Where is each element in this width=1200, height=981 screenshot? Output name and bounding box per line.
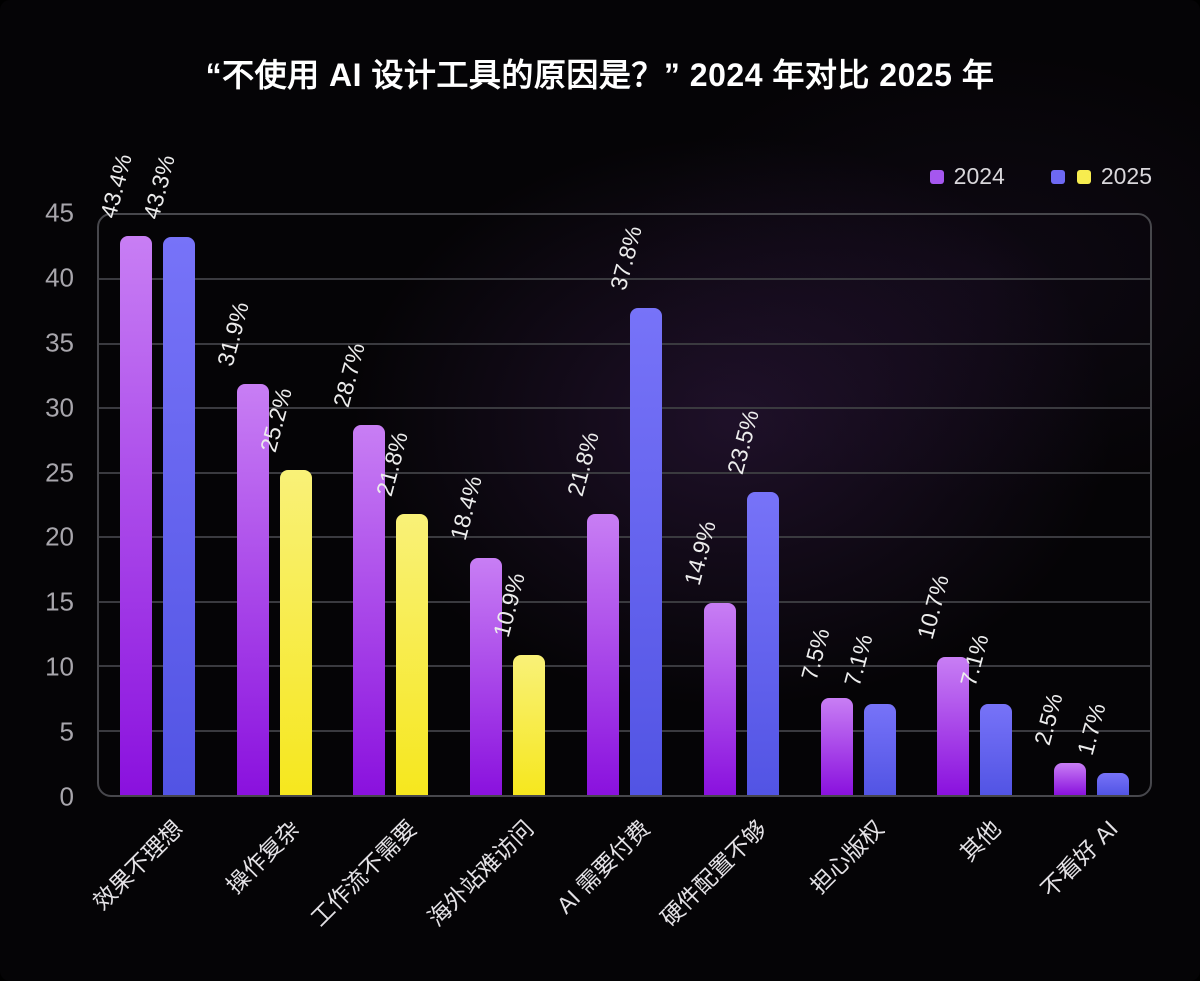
gridline bbox=[99, 665, 1150, 668]
bar-group: 10.7% 7.1% 其他 bbox=[912, 215, 1033, 866]
bar-2024-1: 43.4% bbox=[95, 151, 152, 795]
bar-value-label: 43.4% bbox=[94, 150, 137, 221]
y-axis-tick-label: 0 bbox=[59, 781, 74, 812]
x-axis-category-label: 不看好 AI bbox=[1035, 815, 1123, 903]
bar-value-label: 7.1% bbox=[838, 630, 878, 689]
gridline bbox=[99, 407, 1150, 410]
bar-2024-7: 7.5% bbox=[795, 626, 853, 795]
x-axis-category-label: 担心版权 bbox=[805, 815, 889, 899]
chart-title: “不使用 AI 设计工具的原因是？” 2024 年对比 2025 年 bbox=[205, 57, 995, 93]
bar-group: 18.4% 10.9% 海外站难访问 bbox=[422, 215, 566, 931]
bar-group: 28.7% 21.8% 工作流不需要 bbox=[306, 215, 450, 931]
bar-2024-4: 18.4% bbox=[445, 473, 503, 795]
bar-group: 31.9% 25.2% 操作复杂 bbox=[212, 215, 333, 899]
bar-2025-2: 25.2% bbox=[255, 385, 312, 795]
bar-2024-9: 2.5% bbox=[1029, 690, 1087, 795]
bar-value-label: 21.8% bbox=[561, 429, 604, 499]
bar-2025-3: 21.8% bbox=[371, 429, 429, 795]
plot-area: 43.4% 43.3% 效果不理想 31.9% 25.2% 操作复杂 28.7% 21.8% 工… bbox=[88, 151, 1152, 931]
bar-value-label: 43.3% bbox=[137, 151, 180, 222]
bar-group: 43.4% 43.3% 效果不理想 bbox=[88, 151, 216, 915]
x-axis-category-label: 工作流不需要 bbox=[305, 815, 422, 932]
legend-swatch-2025-blue bbox=[1050, 169, 1065, 184]
bar-value-label: 1.7% bbox=[1072, 700, 1111, 758]
y-axis-tick-label: 5 bbox=[59, 716, 74, 747]
y-axis-tick-label: 35 bbox=[45, 327, 74, 358]
legend-swatch-2024 bbox=[929, 169, 944, 184]
x-axis-category-label: 效果不理想 bbox=[88, 815, 189, 915]
bar-2025-5: 37.8% bbox=[605, 223, 663, 795]
bar-value-label: 31.9% bbox=[211, 298, 254, 369]
bar-value-label: 7.1% bbox=[955, 630, 994, 689]
bar-value-label: 14.9% bbox=[678, 517, 721, 588]
legend-swatch-2025-yellow bbox=[1076, 169, 1091, 184]
bar-group: 21.8% 37.8% AI 需要付费 bbox=[552, 215, 683, 919]
bar-value-label: 10.7% bbox=[912, 572, 955, 642]
bar-value-label: 28.7% bbox=[328, 340, 371, 410]
gridline bbox=[99, 278, 1150, 281]
y-axis-tick-label: 25 bbox=[45, 457, 74, 488]
bar-groups: 43.4% 43.3% 效果不理想 31.9% 25.2% 操作复杂 28.7% 21.8% 工… bbox=[88, 151, 1150, 931]
bar-2024-2: 31.9% bbox=[212, 299, 269, 795]
gridline bbox=[99, 342, 1150, 345]
x-axis-category-label: 其他 bbox=[954, 815, 1006, 867]
bar-value-label: 2.5% bbox=[1029, 690, 1068, 748]
y-axis-tick-label: 15 bbox=[45, 586, 74, 617]
bar-group: 14.9% 23.5% 硬件配置不够 bbox=[656, 215, 800, 931]
gridline bbox=[99, 600, 1150, 603]
bar-2025-9: 1.7% bbox=[1072, 700, 1130, 795]
legend: 2024 2025 bbox=[929, 163, 1152, 190]
bar-group: 7.5% 7.1% 担心版权 bbox=[795, 215, 917, 899]
y-axis-tick-label: 20 bbox=[45, 521, 74, 552]
y-axis-tick-label: 45 bbox=[45, 197, 74, 228]
bar-2025-6: 23.5% bbox=[722, 407, 779, 795]
legend-label-2024: 2024 bbox=[953, 163, 1005, 189]
bar-value-label: 23.5% bbox=[721, 407, 764, 477]
bar-2025-1: 43.3% bbox=[138, 152, 195, 795]
bar-value-label: 37.8% bbox=[604, 222, 647, 293]
gridline bbox=[99, 471, 1150, 474]
y-axis: 0 5 10 15 20 25 30 35 40 45 bbox=[0, 198, 86, 812]
x-axis-category-label: AI 需要付费 bbox=[551, 815, 656, 919]
y-axis-tick-label: 40 bbox=[45, 262, 74, 293]
legend-label-2025: 2025 bbox=[1100, 163, 1152, 189]
gridline bbox=[99, 536, 1150, 539]
x-axis-category-label: 硬件配置不够 bbox=[655, 815, 772, 932]
bar-2025-8: 7.1% bbox=[955, 631, 1013, 795]
gridline bbox=[99, 729, 1150, 732]
bar-2024-3: 28.7% bbox=[328, 340, 386, 795]
bar-value-label: 7.5% bbox=[795, 625, 835, 684]
x-axis-category-label: 海外站难访问 bbox=[422, 815, 539, 932]
x-axis-category-label: 操作复杂 bbox=[221, 815, 305, 899]
bar-2024-6: 14.9% bbox=[679, 518, 736, 795]
y-axis-tick-label: 10 bbox=[45, 651, 74, 682]
y-axis-tick-label: 30 bbox=[45, 392, 74, 423]
bar-2024-5: 21.8% bbox=[562, 429, 620, 795]
bar-value-label: 18.4% bbox=[445, 472, 488, 543]
bar-2025-4: 10.9% bbox=[488, 570, 546, 795]
bar-2024-8: 10.7% bbox=[912, 572, 970, 795]
bar-2025-7: 7.1% bbox=[838, 631, 896, 795]
bar-group: 2.5% 1.7% 不看好 AI bbox=[1029, 215, 1150, 902]
